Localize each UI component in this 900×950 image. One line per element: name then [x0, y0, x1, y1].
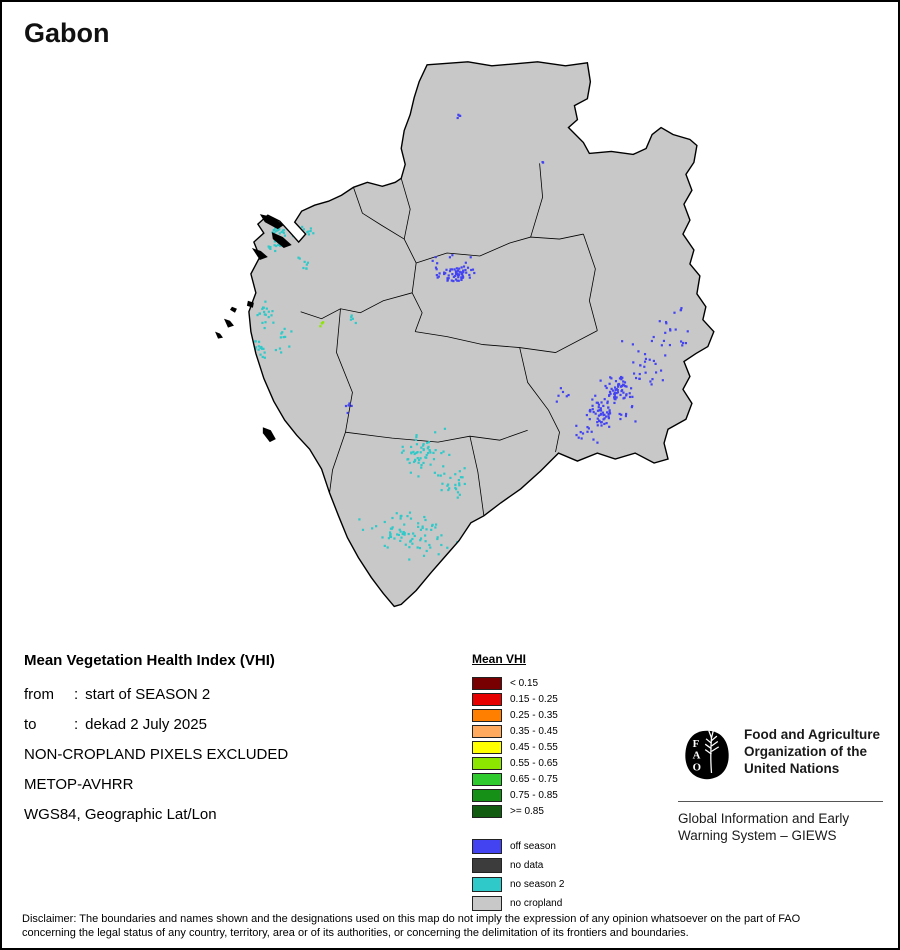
- legend-row: no cropland: [472, 894, 565, 913]
- legend-label: >= 0.85: [510, 805, 544, 817]
- from-value: start of SEASON 2: [85, 686, 211, 703]
- legend-row: < 0.15: [472, 675, 565, 691]
- legend: Mean VHI < 0.15 0.15 - 0.25 0.25 - 0.35 0.3…: [472, 652, 565, 913]
- legend-label: no season 2: [510, 879, 565, 890]
- legend-title: Mean VHI: [472, 652, 527, 666]
- fao-org-name-line: Organization of the: [744, 744, 867, 759]
- legend-swatch: [472, 788, 502, 802]
- fao-org-name: Food and Agriculture Organization of the…: [744, 726, 880, 777]
- info-line-projection: WGS84, Geographic Lat/Lon: [24, 806, 217, 823]
- giews-line: Global Information and Early: [678, 811, 850, 826]
- legend-row: no data: [472, 856, 565, 875]
- colon: :: [74, 686, 79, 703]
- legend-label: 0.15 - 0.25: [510, 693, 558, 705]
- wheat-icon: [704, 730, 720, 774]
- to-value: dekad 2 July 2025: [85, 716, 207, 733]
- legend-row: 0.25 - 0.35: [472, 707, 565, 723]
- legend-label: 0.35 - 0.45: [510, 725, 558, 737]
- map-info-block: Mean Vegetation Health Index (VHI) from:…: [24, 652, 288, 836]
- legend-swatch: [472, 839, 502, 854]
- legend-row: off season: [472, 837, 565, 856]
- info-heading: Mean Vegetation Health Index (VHI): [24, 652, 275, 669]
- info-line-to: to: dekad 2 July 2025: [24, 716, 288, 733]
- page-title: Gabon: [24, 18, 110, 48]
- legend-row: 0.45 - 0.55: [472, 739, 565, 755]
- legend-swatch: [472, 896, 502, 911]
- legend-label: no data: [510, 860, 544, 871]
- legend-row: no season 2: [472, 875, 565, 894]
- fao-divider: [678, 801, 883, 802]
- legend-swatch: [472, 692, 502, 706]
- fao-org-name-line: Food and Agriculture: [744, 727, 880, 742]
- legend-label: off season: [510, 841, 556, 852]
- legend-row: 0.65 - 0.75: [472, 771, 565, 787]
- from-label: from: [24, 686, 54, 703]
- legend-row: 0.55 - 0.65: [472, 755, 565, 771]
- disclaimer-line: Disclaimer: The boundaries and names sho…: [22, 913, 801, 925]
- info-line-sensor: METOP-AVHRR: [24, 776, 134, 793]
- fao-org-name-line: United Nations: [744, 761, 840, 776]
- to-label: to: [24, 716, 37, 733]
- legend-swatch: [472, 708, 502, 722]
- legend-row: 0.35 - 0.45: [472, 723, 565, 739]
- info-line-from: from: start of SEASON 2: [24, 686, 288, 703]
- legend-swatch: [472, 724, 502, 738]
- colon: :: [74, 716, 79, 733]
- legend-label: 0.25 - 0.35: [510, 709, 558, 721]
- legend-classes: < 0.15 0.15 - 0.25 0.25 - 0.35 0.35 - 0.45 0…: [472, 675, 565, 819]
- legend-swatch: [472, 740, 502, 754]
- disclaimer: Disclaimer: The boundaries and names sho…: [22, 913, 882, 940]
- disclaimer-line: concerning the legal status of any count…: [22, 926, 689, 939]
- giews-line: Warning System – GIEWS: [678, 828, 837, 843]
- legend-row: >= 0.85: [472, 803, 565, 819]
- info-line-noncropland: NON-CROPLAND PIXELS EXCLUDED: [24, 746, 289, 763]
- legend-label: 0.75 - 0.85: [510, 789, 558, 801]
- legend-swatch: [472, 858, 502, 873]
- legend-swatch: [472, 772, 502, 786]
- giews-label: Global Information and Early Warning Sys…: [678, 810, 849, 844]
- legend-label: 0.45 - 0.55: [510, 741, 558, 753]
- legend-row: 0.75 - 0.85: [472, 787, 565, 803]
- legend-swatch: [472, 804, 502, 818]
- legend-extras: off season no data no season 2 no cropland: [472, 837, 565, 913]
- legend-swatch: [472, 676, 502, 690]
- legend-label: no cropland: [510, 898, 563, 909]
- legend-swatch: [472, 877, 502, 892]
- legend-label: 0.65 - 0.75: [510, 773, 558, 785]
- legend-label: 0.55 - 0.65: [510, 757, 558, 769]
- legend-row: 0.15 - 0.25: [472, 691, 565, 707]
- legend-swatch: [472, 756, 502, 770]
- legend-label: < 0.15: [510, 677, 539, 689]
